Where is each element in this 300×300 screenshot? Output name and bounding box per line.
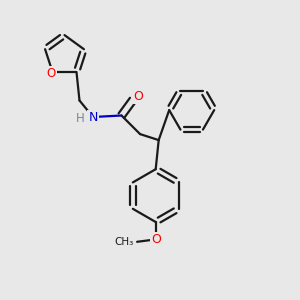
Text: O: O bbox=[151, 233, 160, 246]
Text: CH₃: CH₃ bbox=[115, 237, 134, 247]
Text: N: N bbox=[88, 110, 98, 124]
Text: O: O bbox=[46, 67, 56, 80]
Text: H: H bbox=[76, 112, 85, 125]
Text: O: O bbox=[134, 90, 143, 103]
